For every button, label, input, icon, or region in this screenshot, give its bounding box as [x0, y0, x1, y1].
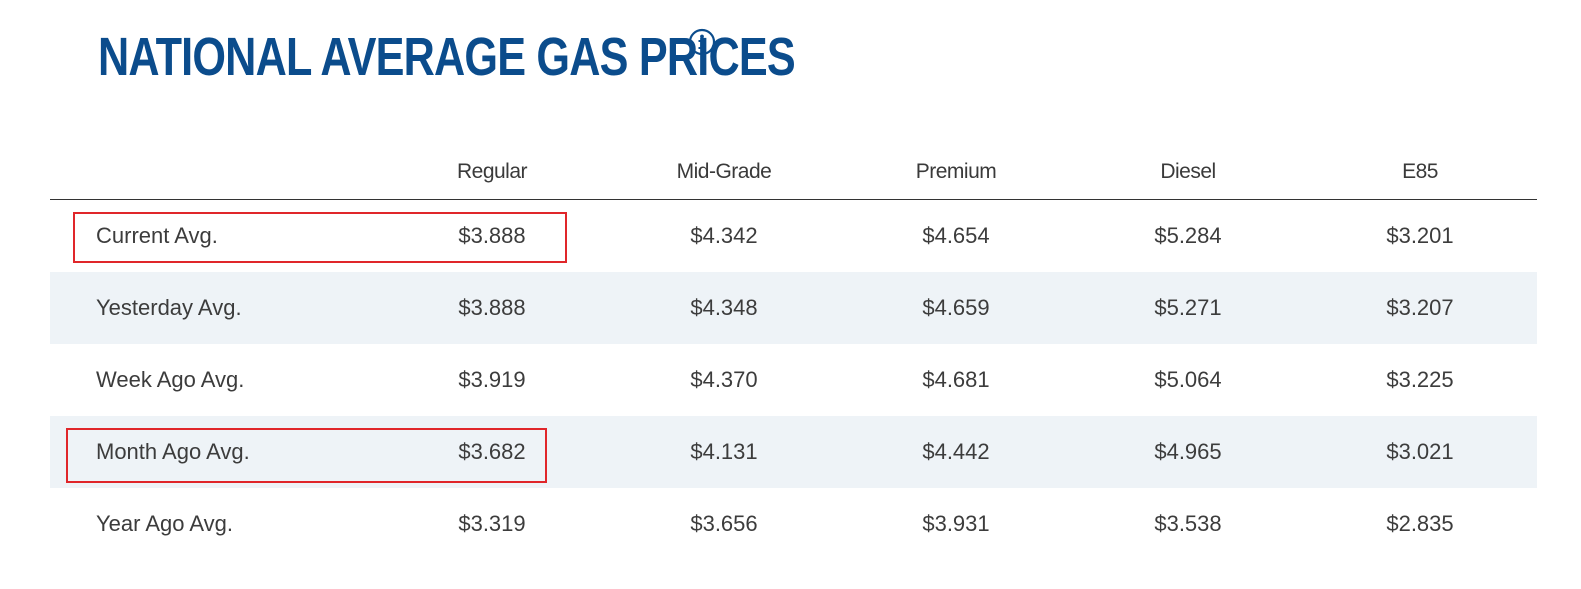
column-header-label [50, 168, 376, 172]
price-cell-premium: $3.931 [922, 511, 990, 536]
price-cell-diesel: $5.284 [1154, 223, 1222, 248]
price-cell-regular: $3.888 [458, 295, 526, 320]
column-header-diesel: Diesel [1160, 159, 1216, 183]
row-label: Current Avg. [96, 223, 218, 248]
table-row-week-ago: Week Ago Avg. $3.919 $4.370 $4.681 $5.06… [50, 344, 1537, 416]
table-row-current: Current Avg. $3.888 $4.342 $4.654 $5.284… [50, 200, 1537, 272]
table-header-row: Regular Mid-Grade Premium Diesel E85 [50, 140, 1537, 200]
table-row-year-ago: Year Ago Avg. $3.319 $3.656 $3.931 $3.53… [50, 488, 1537, 560]
page-header: NATIONAL AVERAGE GAS PRICES [98, 22, 969, 92]
price-cell-premium: $4.659 [922, 295, 990, 320]
row-label: Year Ago Avg. [96, 511, 234, 536]
price-cell-regular: $3.888 [458, 223, 526, 248]
price-cell-premium: $4.654 [922, 223, 990, 248]
price-cell-diesel: $4.965 [1154, 439, 1222, 464]
row-label: Week Ago Avg. [96, 367, 245, 392]
price-cell-diesel: $3.538 [1154, 511, 1222, 536]
price-cell-e85: $3.207 [1386, 295, 1454, 320]
price-cell-e85: $3.021 [1386, 439, 1454, 464]
column-header-mid-grade: Mid-Grade [676, 159, 772, 183]
info-circle-icon[interactable] [688, 28, 716, 56]
price-cell-premium: $4.442 [922, 439, 990, 464]
price-cell-premium: $4.681 [922, 367, 990, 392]
price-cell-diesel: $5.064 [1154, 367, 1222, 392]
column-header-regular: Regular [456, 159, 528, 183]
price-cell-mid-grade: $4.342 [690, 223, 758, 248]
price-cell-e85: $3.201 [1386, 223, 1454, 248]
price-cell-mid-grade: $4.370 [690, 367, 758, 392]
price-cell-e85: $3.225 [1386, 367, 1454, 392]
price-cell-diesel: $5.271 [1154, 295, 1222, 320]
column-header-premium: Premium [915, 159, 997, 183]
row-label: Yesterday Avg. [96, 295, 242, 320]
price-cell-regular: $3.919 [458, 367, 526, 392]
price-cell-regular: $3.682 [458, 439, 526, 464]
row-label: Month Ago Avg. [96, 439, 250, 464]
table-row-month-ago: Month Ago Avg. $3.682 $4.131 $4.442 $4.9… [50, 416, 1537, 488]
table-row-yesterday: Yesterday Avg. $3.888 $4.348 $4.659 $5.2… [50, 272, 1537, 344]
price-cell-mid-grade: $4.348 [690, 295, 758, 320]
column-header-e85: E85 [1402, 159, 1438, 183]
gas-prices-table: Regular Mid-Grade Premium Diesel E85 Cur… [50, 140, 1537, 560]
price-cell-e85: $2.835 [1386, 511, 1454, 536]
page-title: NATIONAL AVERAGE GAS PRICES [98, 27, 796, 87]
price-cell-mid-grade: $3.656 [690, 511, 758, 536]
price-cell-mid-grade: $4.131 [690, 439, 758, 464]
price-cell-regular: $3.319 [458, 511, 526, 536]
